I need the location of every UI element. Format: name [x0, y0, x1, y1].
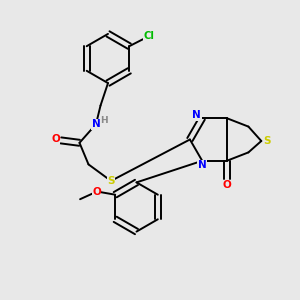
Text: S: S	[107, 176, 115, 186]
Text: O: O	[51, 134, 60, 144]
Text: S: S	[264, 136, 271, 146]
Text: H: H	[100, 116, 108, 125]
Text: N: N	[92, 119, 100, 129]
Text: N: N	[192, 110, 201, 120]
Text: O: O	[92, 187, 101, 197]
Text: O: O	[222, 180, 231, 190]
Text: N: N	[198, 160, 207, 170]
Text: Cl: Cl	[144, 31, 155, 41]
